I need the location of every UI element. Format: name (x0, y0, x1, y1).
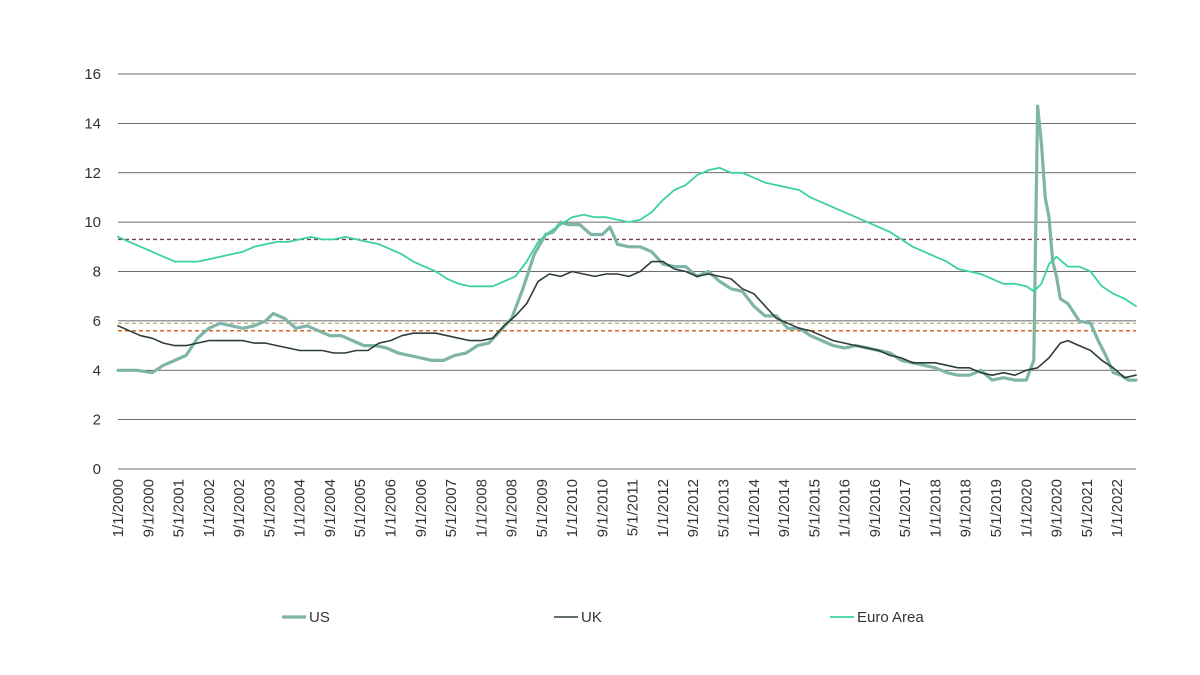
x-tick-label: 5/1/2005 (352, 479, 369, 537)
x-tick-label: 1/1/2000 (110, 479, 127, 537)
x-tick-label: 9/1/2002 (231, 479, 248, 537)
legend-label: US (309, 609, 330, 626)
x-tick-label: 5/1/2015 (806, 479, 823, 537)
series-lines (116, 104, 1138, 382)
x-tick-label: 9/1/2004 (322, 479, 339, 537)
x-tick-label: 1/1/2012 (655, 479, 672, 537)
x-tick-label: 5/1/2011 (625, 479, 642, 536)
legend-item-uk: UK (554, 609, 602, 626)
legend: US UK Euro Area (282, 609, 924, 626)
x-tick-label: 1/1/2022 (1109, 479, 1126, 537)
legend-label: Euro Area (857, 609, 924, 626)
x-tick-label: 1/1/2016 (837, 479, 854, 537)
x-tick-label: 9/1/2016 (867, 479, 884, 537)
reference-lines (118, 238, 1136, 332)
x-tick-label: 1/1/2010 (564, 479, 581, 537)
x-tick-label: 1/1/2018 (927, 479, 944, 537)
legend-item-us: US (282, 609, 330, 626)
x-tick-label: 5/1/2001 (171, 479, 188, 537)
legend-item-euro-area: Euro Area (830, 609, 924, 626)
x-tick-label: 1/1/2006 (382, 479, 399, 537)
x-tick-label: 1/1/2020 (1018, 479, 1035, 537)
y-tick-label: 12 (84, 165, 101, 182)
x-tick-label: 5/1/2007 (443, 479, 460, 537)
y-tick-label: 8 (93, 264, 101, 281)
y-tick-label: 4 (93, 362, 101, 379)
x-tick-label: 9/1/2020 (1049, 479, 1066, 537)
y-axis-tick-labels: 0 2 4 6 8 10 12 14 16 (84, 66, 101, 478)
x-tick-label: 5/1/2013 (716, 479, 733, 537)
y-tick-label: 10 (84, 214, 101, 231)
x-tick-label: 9/1/2006 (413, 479, 430, 537)
x-tick-label: 5/1/2021 (1079, 479, 1096, 537)
series-line-uk (117, 260, 1137, 379)
y-tick-label: 16 (84, 66, 101, 83)
x-tick-label: 5/1/2009 (534, 479, 551, 537)
legend-label: UK (581, 609, 602, 626)
x-tick-label: 9/1/2012 (685, 479, 702, 537)
x-tick-label: 5/1/2017 (897, 479, 914, 537)
series-line-euro-area (117, 166, 1137, 307)
x-tick-label: 1/1/2008 (473, 479, 490, 537)
x-tick-label: 9/1/2014 (776, 479, 793, 537)
x-tick-label: 1/1/2004 (292, 479, 309, 537)
x-tick-label: 9/1/2018 (958, 479, 975, 537)
x-tick-label: 5/1/2019 (988, 479, 1005, 537)
x-tick-label: 9/1/2008 (504, 479, 521, 537)
x-axis-tick-labels: 1/1/2000 9/1/2000 5/1/2001 1/1/2002 9/1/2002… (110, 479, 1126, 537)
y-tick-label: 2 (93, 412, 101, 429)
x-tick-label: 5/1/2003 (261, 479, 278, 537)
y-tick-label: 14 (84, 115, 101, 132)
x-tick-label: 9/1/2000 (140, 479, 157, 537)
grid-lines (118, 73, 1136, 470)
x-tick-label: 1/1/2014 (746, 479, 763, 537)
x-tick-label: 1/1/2002 (201, 479, 218, 537)
y-tick-label: 0 (93, 461, 101, 478)
y-tick-label: 6 (93, 313, 101, 330)
x-tick-label: 9/1/2010 (594, 479, 611, 537)
